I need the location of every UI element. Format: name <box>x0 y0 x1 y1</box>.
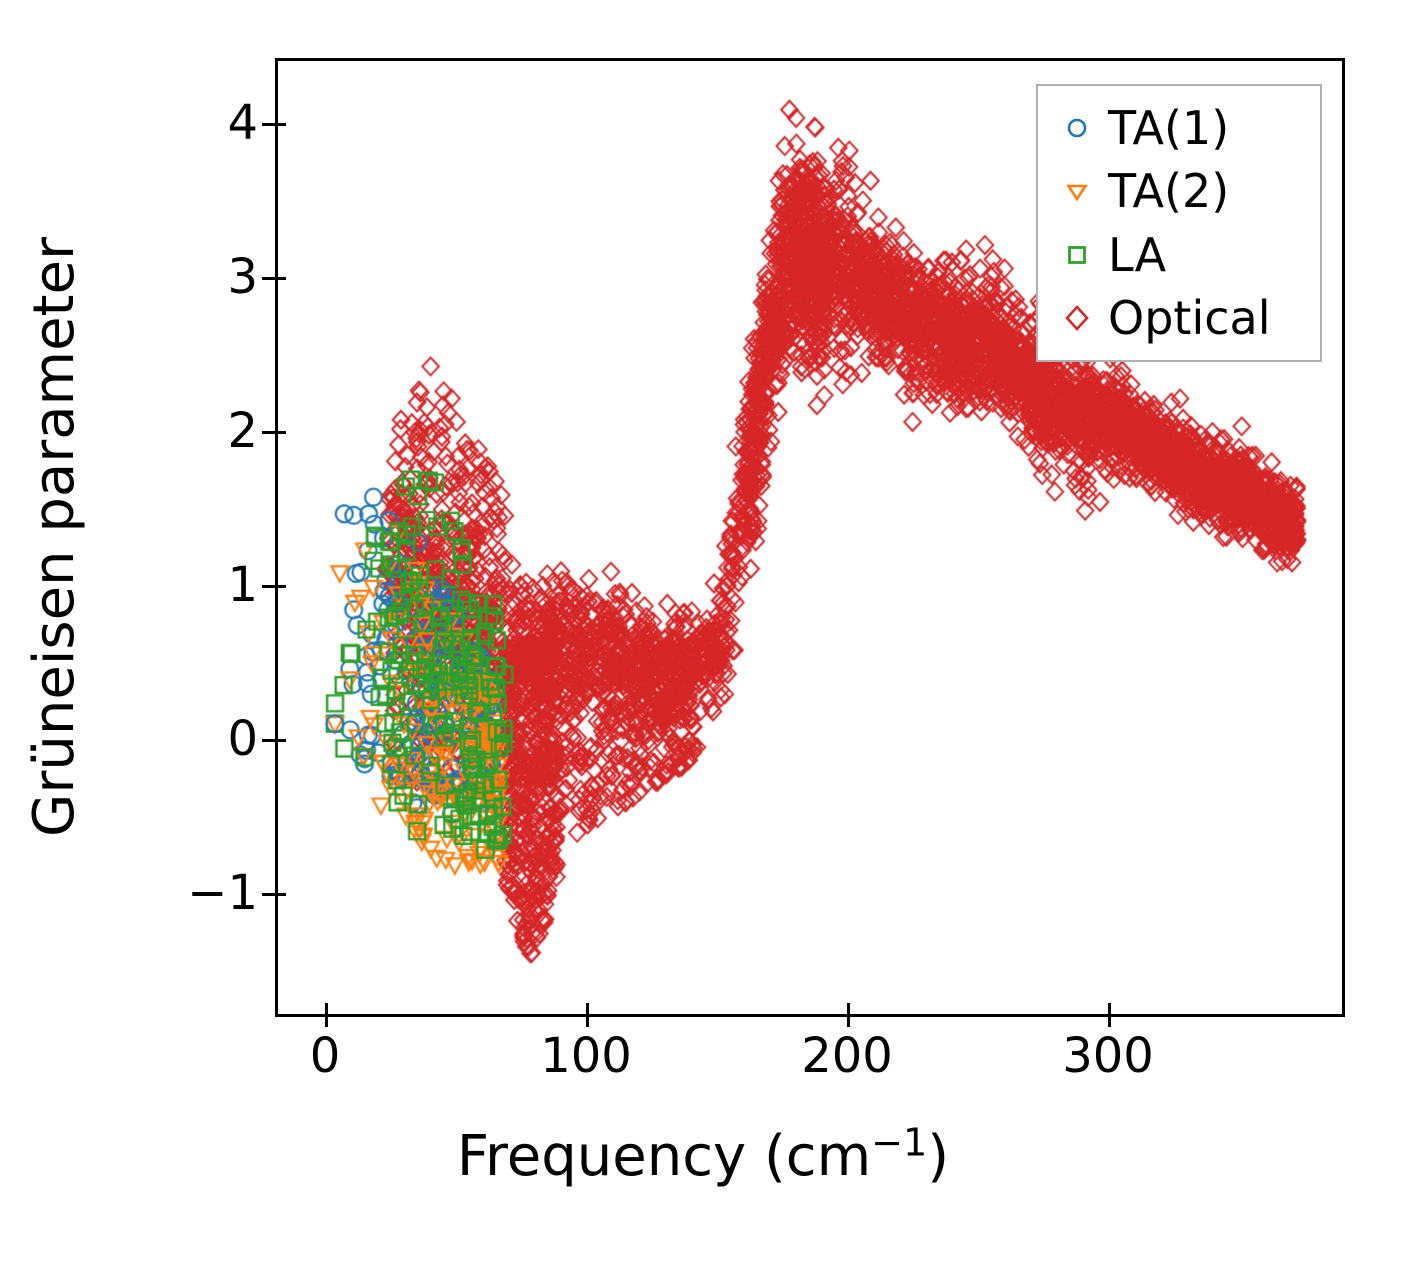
x-tick-0-inner <box>325 1003 328 1014</box>
legend-entry-la[interactable]: LA <box>1050 224 1308 286</box>
y-tick-0-inner <box>275 739 286 742</box>
x-tick-100 <box>586 1014 589 1027</box>
circle-open-icon <box>1050 113 1104 143</box>
x-tick-300 <box>1108 1014 1111 1027</box>
x-axis-label: Frequency (cm−1) <box>0 1123 1406 1189</box>
y-tick-3-inner <box>275 277 286 280</box>
x-tick-200-inner <box>847 1003 850 1014</box>
x-axis-label-tail: ) <box>927 1124 950 1189</box>
x-tick-200 <box>847 1014 850 1027</box>
legend-label-la: LA <box>1108 227 1167 282</box>
legend-entry-ta2[interactable]: TA(2) <box>1050 160 1308 222</box>
triangle-down-open-icon <box>1050 176 1104 206</box>
y-tick-2-inner <box>275 431 286 434</box>
y-ticklabel-2: 2 <box>227 403 258 459</box>
square-open-icon <box>1050 240 1104 270</box>
y-ticklabel-3: 3 <box>227 249 258 305</box>
x-tick-0 <box>325 1014 328 1027</box>
y-tick-2 <box>262 431 275 434</box>
y-tick-minus1 <box>262 893 275 896</box>
y-ticklabel-1: 1 <box>227 557 258 613</box>
y-ticklabel-4: 4 <box>227 95 258 151</box>
y-ticklabel-0: 0 <box>227 711 258 767</box>
x-tick-100-inner <box>586 1003 589 1014</box>
legend-label-optical: Optical <box>1108 291 1271 346</box>
legend-label-ta2: TA(2) <box>1108 164 1230 219</box>
y-tick-0 <box>262 739 275 742</box>
y-ticklabel-minus1: −1 <box>187 865 258 921</box>
diamond-open-icon <box>1050 302 1104 334</box>
x-axis-label-base: Frequency (cm <box>456 1124 872 1189</box>
y-tick-4-inner <box>275 123 286 126</box>
x-tick-300-inner <box>1108 1003 1111 1014</box>
x-ticklabel-100: 100 <box>540 1028 632 1084</box>
y-tick-3 <box>262 277 275 280</box>
y-axis-label: Grüneisen parameter <box>22 237 87 837</box>
x-ticklabel-0: 0 <box>309 1028 341 1084</box>
legend-box: TA(1) TA(2) LA Optic <box>1036 84 1322 362</box>
legend-entry-ta1[interactable]: TA(1) <box>1050 97 1308 159</box>
y-tick-minus1-inner <box>275 893 286 896</box>
legend-entry-optical[interactable]: Optical <box>1050 287 1308 349</box>
legend-label-ta1: TA(1) <box>1108 100 1230 155</box>
y-tick-4 <box>262 123 275 126</box>
x-ticklabel-200: 200 <box>801 1028 893 1084</box>
x-ticklabel-300: 300 <box>1062 1028 1154 1084</box>
y-tick-1-inner <box>275 585 286 588</box>
y-tick-1 <box>262 585 275 588</box>
x-axis-label-exponent: −1 <box>871 1120 928 1165</box>
